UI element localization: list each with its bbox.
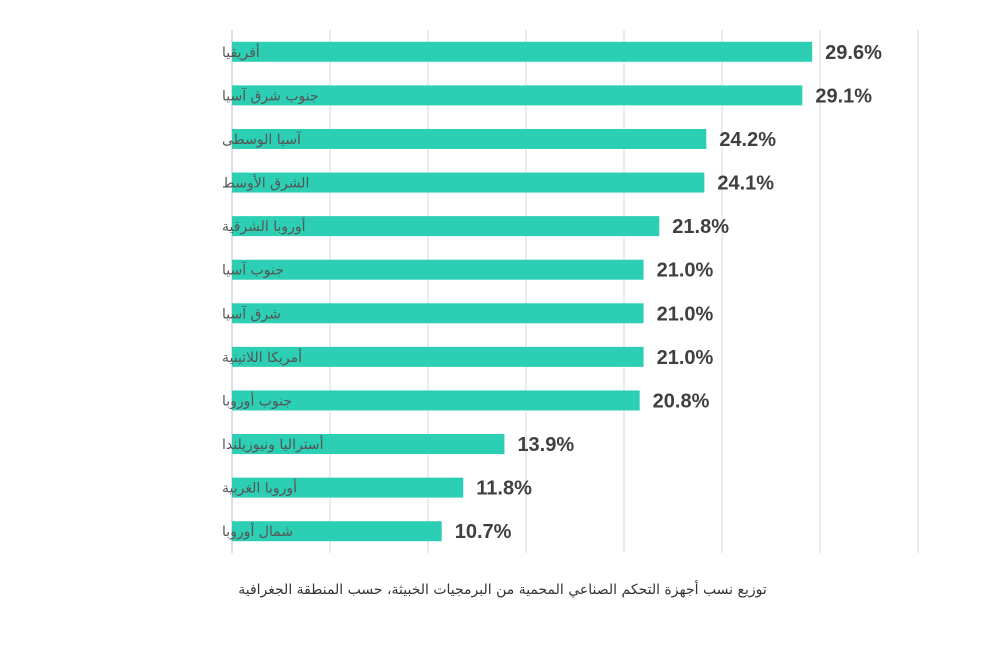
- data-label: 21.0%: [657, 347, 714, 369]
- bar: [232, 303, 644, 324]
- category-label: أمريكا اللاتينية: [222, 348, 302, 366]
- chart-caption: توزيع نسب أجهزة التحكم الصناعي المحمية م…: [238, 582, 767, 598]
- data-label: 29.6%: [825, 42, 882, 64]
- bar: [232, 41, 813, 62]
- category-label: الشرق الأوسط: [222, 174, 309, 192]
- category-label: شمال أوروبا: [222, 522, 293, 540]
- data-label: 10.7%: [455, 521, 512, 543]
- data-label: 21.0%: [657, 260, 714, 282]
- data-label: 21.0%: [657, 303, 714, 325]
- data-label: 29.1%: [815, 85, 872, 107]
- category-label: جنوب آسيا: [222, 262, 284, 279]
- data-label: 24.1%: [717, 173, 774, 195]
- bar: [232, 172, 705, 193]
- category-label: آسيا الوسطى: [222, 131, 302, 148]
- bar: [232, 85, 803, 106]
- data-label: 21.8%: [672, 216, 729, 238]
- bar: [232, 477, 464, 498]
- category-label: أستراليا ونيوزيلندا: [222, 435, 324, 453]
- data-label: 13.9%: [517, 434, 574, 456]
- category-label: شرق آسيا: [222, 305, 281, 322]
- bar: [232, 128, 707, 149]
- category-label: أوروبا الشرقية: [222, 217, 306, 235]
- bar: [232, 521, 442, 542]
- category-label: أفريقيا: [222, 43, 260, 61]
- category-label: جنوب أوروبا: [222, 391, 292, 409]
- data-label: 20.8%: [653, 390, 710, 412]
- bar: [232, 216, 660, 237]
- category-label: أوروبا الغربية: [222, 479, 297, 497]
- bar: [232, 346, 644, 367]
- data-label: 11.8%: [476, 478, 532, 500]
- bar: [232, 259, 644, 280]
- data-label: 24.2%: [719, 129, 776, 151]
- category-label: جنوب شرق آسيا: [222, 87, 319, 104]
- bar: [232, 390, 640, 411]
- bar: [232, 434, 505, 455]
